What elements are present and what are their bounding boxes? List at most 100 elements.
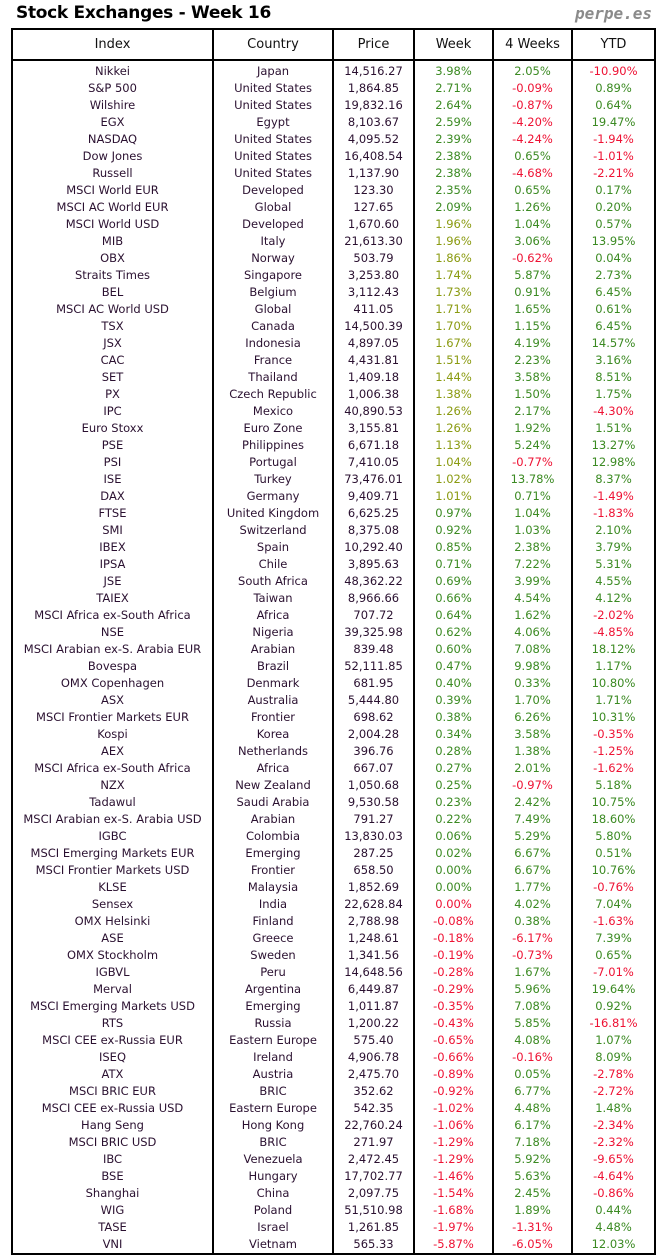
table-row: NASDAQ United States 4,095.52 2.39% -4.24% -1… — [12, 131, 655, 148]
cell-ytd: 0.61% — [595, 302, 632, 316]
cell-index: Nikkei — [12, 60, 214, 80]
cell-week: 0.00% — [414, 879, 494, 896]
table-row: PX Czech Republic 1,006.38 1.38% 1.50% 1.75% — [12, 386, 655, 403]
cell-ytd: -1.01% — [593, 149, 634, 163]
table-row: FTSE United Kingdom 6,625.25 0.97% 1.04% -1.8… — [12, 505, 655, 522]
table-row: WIG Poland 51,510.98 -1.68% 1.89% 0.44% — [12, 1202, 655, 1219]
cell-price: 14,648.56 — [333, 964, 415, 981]
table-row: MSCI World EUR Developed 123.30 2.35% 0.65% 0… — [12, 182, 655, 199]
cell-index: OMX Helsinki — [12, 913, 214, 930]
cell-week: -0.43% — [414, 1015, 494, 1032]
cell-price: 791.27 — [333, 811, 415, 828]
cell-4-weeks: 4.06% — [493, 624, 573, 641]
cell-week: 0.92% — [414, 522, 494, 539]
table-row: AEX Netherlands 396.76 0.28% 1.38% -1.25% — [12, 743, 655, 760]
cell-ytd: -2.72% — [593, 1084, 634, 1098]
cell-4-weeks: -4.20% — [493, 114, 573, 131]
table-row: MSCI Arabian ex-S. Arabia EUR Arabian 839.… — [12, 641, 655, 658]
cell-index: BEL — [12, 284, 214, 301]
table-row: Russell United States 1,137.90 2.38% -4.68% -… — [12, 165, 655, 182]
cell-ytd: 14.57% — [591, 336, 636, 350]
cell-ytd: 6.45% — [595, 285, 632, 299]
cell-index: MSCI AC World USD — [12, 301, 214, 318]
cell-price: 1,852.69 — [333, 879, 415, 896]
cell-ytd: 12.03% — [591, 1237, 636, 1251]
cell-week: -1.46% — [414, 1168, 494, 1185]
cell-ytd: 1.17% — [595, 659, 632, 673]
cell-index: IPC — [12, 403, 214, 420]
cell-ytd: 7.39% — [595, 931, 632, 945]
cell-index: OMX Stockholm — [12, 947, 214, 964]
cell-week: -0.65% — [414, 1032, 494, 1049]
cell-week: 2.39% — [414, 131, 494, 148]
cell-price: 17,702.77 — [333, 1168, 415, 1185]
cell-country: Global — [213, 199, 334, 216]
cell-country: Belgium — [213, 284, 334, 301]
cell-week: -1.02% — [414, 1100, 494, 1117]
cell-index: NZX — [12, 777, 214, 794]
table-row: Hang Seng Hong Kong 22,760.24 -1.06% 6.17% -2… — [12, 1117, 655, 1134]
table-row: PSE Philippines 6,671.18 1.13% 5.24% 13.27% — [12, 437, 655, 454]
cell-4-weeks: 1.70% — [493, 692, 573, 709]
cell-index: BSE — [12, 1168, 214, 1185]
cell-week: 3.98% — [414, 60, 494, 80]
table-row: NSE Nigeria 39,325.98 0.62% 4.06% -4.85% — [12, 624, 655, 641]
cell-price: 667.07 — [333, 760, 415, 777]
cell-country: Japan — [213, 60, 334, 80]
cell-week: -1.54% — [414, 1185, 494, 1202]
cell-week: 1.02% — [414, 471, 494, 488]
cell-week: 1.04% — [414, 454, 494, 471]
table-row: Merval Argentina 6,449.87 -0.29% 5.96% 19.64% — [12, 981, 655, 998]
cell-country: Germany — [213, 488, 334, 505]
cell-ytd: 0.64% — [595, 98, 632, 112]
cell-4-weeks: 3.99% — [493, 573, 573, 590]
cell-index: ATX — [12, 1066, 214, 1083]
cell-index: MSCI Emerging Markets EUR — [12, 845, 214, 862]
cell-week: 0.97% — [414, 505, 494, 522]
table-row: MSCI BRIC USD BRIC 271.97 -1.29% 7.18% -2.32% — [12, 1134, 655, 1151]
cell-4-weeks: -4.24% — [493, 131, 573, 148]
cell-country: Korea — [213, 726, 334, 743]
cell-week: 0.60% — [414, 641, 494, 658]
cell-4-weeks: 1.04% — [493, 216, 573, 233]
cell-ytd: 0.04% — [595, 251, 632, 265]
cell-country: Poland — [213, 1202, 334, 1219]
cell-country: Venezuela — [213, 1151, 334, 1168]
table-row: MSCI CEE ex-Russia USD Eastern Europe 542.… — [12, 1100, 655, 1117]
cell-ytd: 0.20% — [595, 200, 632, 214]
cell-country: Czech Republic — [213, 386, 334, 403]
table-row: OMX Stockholm Sweden 1,341.56 -0.19% -0.73% 0… — [12, 947, 655, 964]
cell-4-weeks: 13.78% — [493, 471, 573, 488]
cell-price: 40,890.53 — [333, 403, 415, 420]
cell-index: VNI — [12, 1236, 214, 1254]
column-header-country: Country — [213, 29, 334, 61]
cell-price: 287.25 — [333, 845, 415, 862]
cell-index: RTS — [12, 1015, 214, 1032]
cell-week: 1.26% — [414, 420, 494, 437]
table-row: JSX Indonesia 4,897.05 1.67% 4.19% 14.57% — [12, 335, 655, 352]
cell-week: 0.71% — [414, 556, 494, 573]
table-row: MSCI Africa ex-South Africa Africa 667.07 0… — [12, 760, 655, 777]
cell-country: New Zealand — [213, 777, 334, 794]
table-row: MSCI Frontier Markets EUR Frontier 698.62 0… — [12, 709, 655, 726]
cell-week: 1.73% — [414, 284, 494, 301]
table-row: KLSE Malaysia 1,852.69 0.00% 1.77% -0.76% — [12, 879, 655, 896]
cell-country: United States — [213, 148, 334, 165]
cell-week: 0.66% — [414, 590, 494, 607]
cell-price: 6,449.87 — [333, 981, 415, 998]
cell-price: 352.62 — [333, 1083, 415, 1100]
cell-price: 73,476.01 — [333, 471, 415, 488]
cell-country: United States — [213, 80, 334, 97]
cell-index: TAIEX — [12, 590, 214, 607]
cell-country: Denmark — [213, 675, 334, 692]
table-row: OBX Norway 503.79 1.86% -0.62% 0.04% — [12, 250, 655, 267]
cell-4-weeks: 6.26% — [493, 709, 573, 726]
cell-country: Australia — [213, 692, 334, 709]
table-row: OMX Copenhagen Denmark 681.95 0.40% 0.33% 10.… — [12, 675, 655, 692]
cell-ytd: 0.17% — [595, 183, 632, 197]
cell-price: 2,788.98 — [333, 913, 415, 930]
cell-ytd: -1.62% — [593, 761, 634, 775]
cell-week: 1.67% — [414, 335, 494, 352]
cell-price: 839.48 — [333, 641, 415, 658]
cell-week: 2.35% — [414, 182, 494, 199]
